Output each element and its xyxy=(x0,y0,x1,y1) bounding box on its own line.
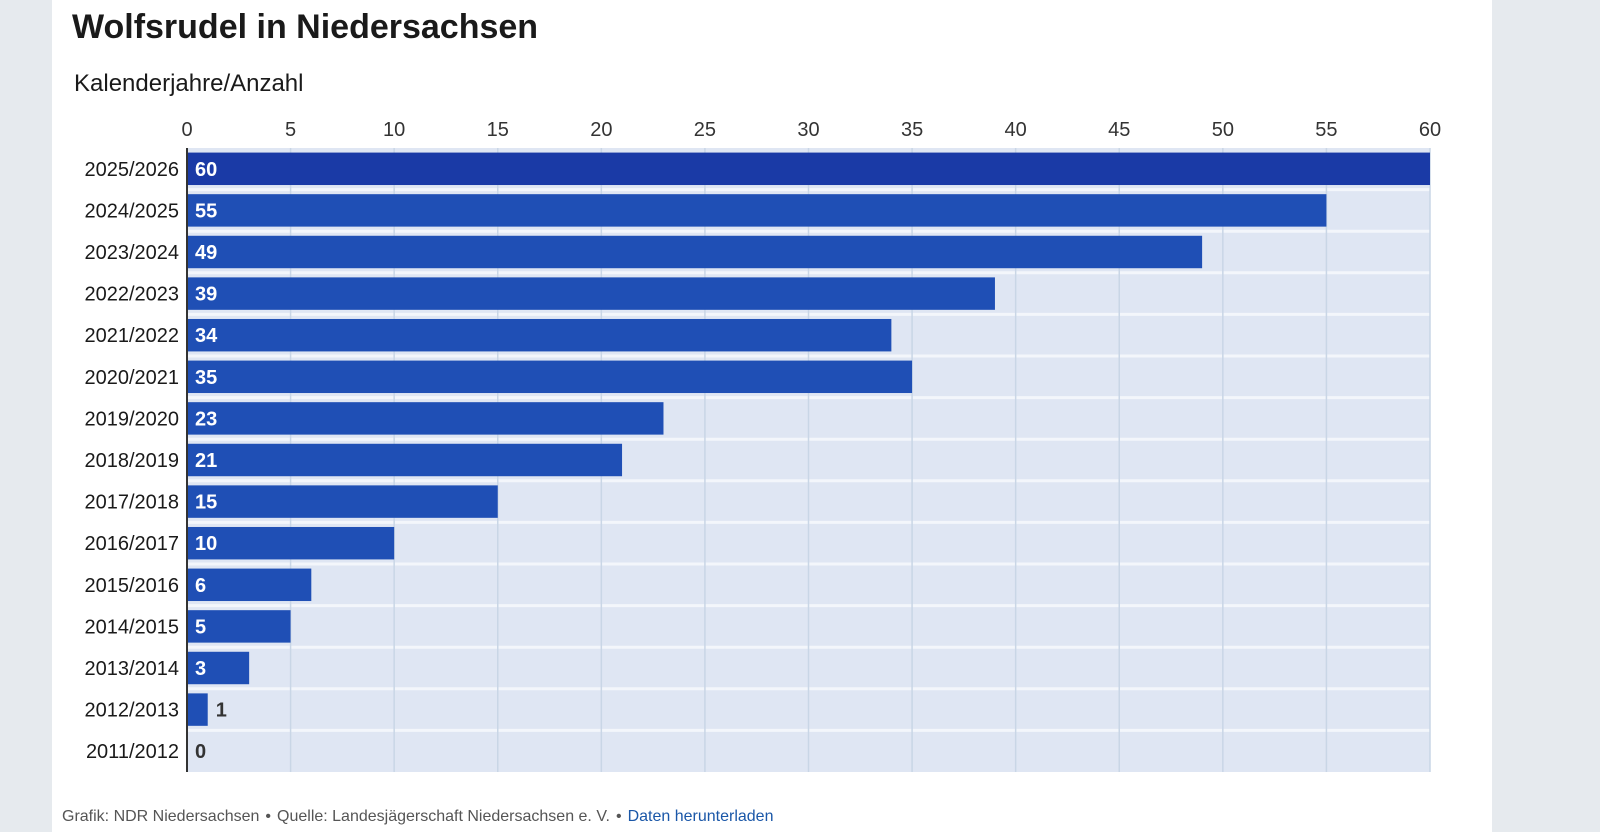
x-tick-label: 50 xyxy=(1212,119,1234,141)
x-tick-label: 45 xyxy=(1108,119,1130,141)
x-tick-label: 20 xyxy=(590,119,612,141)
x-tick-label: 30 xyxy=(797,119,819,141)
bar xyxy=(187,651,250,685)
value-label: 34 xyxy=(195,325,218,347)
footer-separator: • xyxy=(265,808,272,825)
x-tick-label: 35 xyxy=(901,119,923,141)
category-label: 2019/2020 xyxy=(84,408,179,430)
value-label: 55 xyxy=(195,200,217,222)
category-label: 2014/2015 xyxy=(84,616,179,638)
value-label: 60 xyxy=(195,159,217,181)
chart-card: Wolfsrudel in Niedersachsen Kalenderjahr… xyxy=(52,0,1492,832)
value-label: 15 xyxy=(195,492,217,514)
value-label: 1 xyxy=(216,700,227,722)
bar xyxy=(187,318,892,352)
download-data-link[interactable]: Daten herunterladen xyxy=(627,808,774,825)
x-tick-label: 5 xyxy=(285,119,296,141)
x-tick-label: 40 xyxy=(1005,119,1027,141)
value-label: 5 xyxy=(195,616,206,638)
bar xyxy=(187,152,1430,186)
category-label: 2015/2016 xyxy=(84,575,179,597)
category-label: 2025/2026 xyxy=(84,159,179,181)
bar xyxy=(187,402,664,435)
bar xyxy=(187,443,623,477)
value-label: 10 xyxy=(195,533,217,555)
x-tick-label: 55 xyxy=(1315,119,1337,141)
category-label: 2020/2021 xyxy=(84,367,179,389)
value-label: 39 xyxy=(195,284,217,306)
footer-separator: • xyxy=(615,808,622,825)
bar xyxy=(187,485,498,518)
bar xyxy=(187,277,995,310)
bar xyxy=(187,568,312,602)
value-label: 49 xyxy=(195,242,217,264)
category-label: 2018/2019 xyxy=(84,450,179,472)
category-label: 2013/2014 xyxy=(84,658,179,680)
category-label: 2016/2017 xyxy=(84,533,179,555)
x-tick-label: 60 xyxy=(1419,119,1441,141)
bar xyxy=(187,693,208,726)
bar xyxy=(187,194,1327,227)
x-tick-label: 10 xyxy=(383,119,405,141)
category-label: 2021/2022 xyxy=(84,325,179,347)
value-label: 3 xyxy=(195,658,206,680)
x-tick-label: 15 xyxy=(487,119,509,141)
category-label: 2012/2013 xyxy=(84,700,179,722)
value-label: 0 xyxy=(195,741,206,763)
value-label: 35 xyxy=(195,367,217,389)
category-label: 2024/2025 xyxy=(84,200,179,222)
chart-footer: Grafik: NDR Niedersachsen • Quelle: Landes… xyxy=(62,808,773,826)
category-label: 2023/2024 xyxy=(84,242,179,264)
category-label: 2011/2012 xyxy=(86,741,179,763)
category-label: 2022/2023 xyxy=(84,284,179,306)
x-tick-label: 25 xyxy=(694,119,716,141)
source-text: Quelle: Landesjägerschaft Niedersachsen … xyxy=(277,808,610,825)
category-label: 2017/2018 xyxy=(84,492,179,514)
bar xyxy=(187,360,913,394)
value-label: 23 xyxy=(195,408,217,430)
bar xyxy=(187,610,291,643)
value-label: 6 xyxy=(195,575,206,597)
value-label: 21 xyxy=(195,450,217,472)
x-tick-label: 0 xyxy=(181,119,192,141)
bar xyxy=(187,235,1203,269)
credit-text: Grafik: NDR Niedersachsen xyxy=(62,808,260,825)
chart-subtitle: Kalenderjahre/Anzahl xyxy=(74,70,304,97)
chart-title: Wolfsrudel in Niedersachsen xyxy=(72,8,539,46)
bar xyxy=(187,526,395,560)
